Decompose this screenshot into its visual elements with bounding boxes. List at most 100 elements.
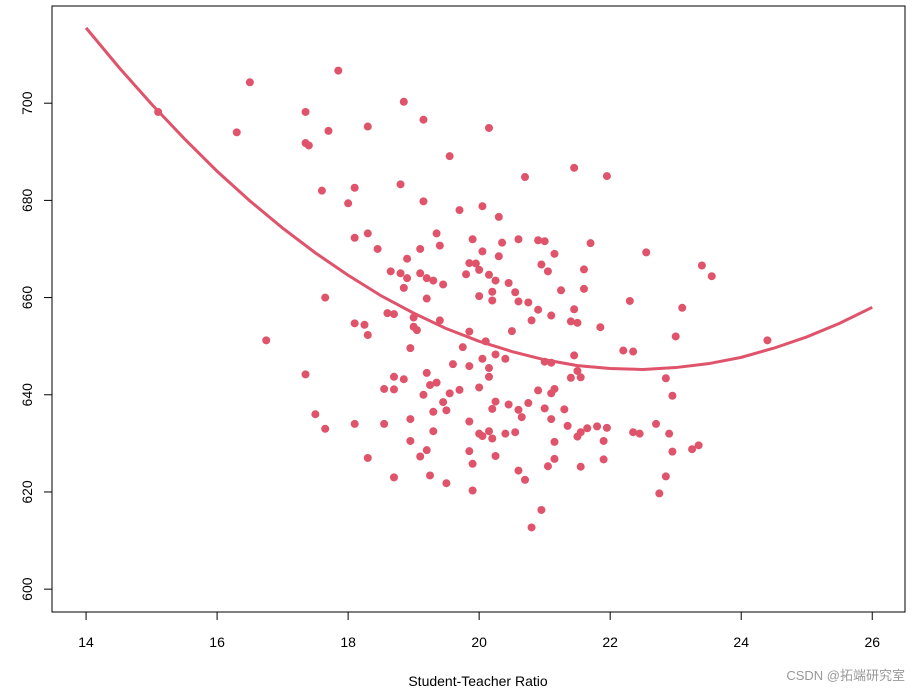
plot-frame: [51, 5, 906, 613]
data-point: [494, 212, 503, 221]
data-point: [396, 269, 405, 278]
data-point: [511, 428, 520, 437]
data-point: [422, 446, 431, 455]
data-point: [471, 259, 480, 268]
data-point: [321, 424, 330, 433]
data-point: [373, 244, 382, 253]
data-point: [448, 360, 457, 369]
data-point: [668, 391, 677, 400]
data-point: [652, 419, 661, 428]
data-point: [566, 373, 575, 382]
data-point: [488, 404, 497, 413]
data-point: [491, 350, 500, 359]
data-point: [478, 432, 487, 441]
y-tick-label: 660: [19, 286, 35, 310]
data-point: [380, 419, 389, 428]
data-point: [537, 505, 546, 514]
data-point: [484, 270, 493, 279]
data-point: [363, 122, 372, 131]
data-point: [488, 287, 497, 296]
data-point: [432, 229, 441, 238]
data-point: [484, 364, 493, 373]
data-point: [593, 422, 602, 431]
data-point: [262, 336, 271, 345]
data-point: [534, 386, 543, 395]
data-point: [534, 305, 543, 314]
data-point: [491, 276, 500, 285]
data-point: [507, 327, 516, 336]
data-point: [488, 434, 497, 443]
data-point: [655, 489, 664, 498]
data-point: [566, 317, 575, 326]
data-point: [550, 437, 559, 446]
data-point: [475, 383, 484, 392]
data-point: [629, 428, 638, 437]
data-point: [583, 424, 592, 433]
data-point: [579, 284, 588, 293]
data-point: [416, 244, 425, 253]
data-point: [484, 372, 493, 381]
data-point: [570, 163, 579, 172]
data-point: [665, 429, 674, 438]
data-point: [419, 390, 428, 399]
data-point: [484, 427, 493, 436]
data-point: [599, 436, 608, 445]
data-point: [439, 398, 448, 407]
data-point: [573, 318, 582, 327]
data-point: [403, 274, 412, 283]
data-point: [363, 229, 372, 238]
data-point: [301, 370, 310, 379]
x-tick-label: 20: [471, 634, 487, 650]
data-point: [563, 421, 572, 430]
data-point: [491, 397, 500, 406]
data-point: [311, 410, 320, 419]
data-point: [514, 297, 523, 306]
data-point: [465, 259, 474, 268]
data-point: [412, 326, 421, 335]
y-tick-label: 600: [19, 577, 35, 601]
y-tick-label: 620: [19, 480, 35, 504]
data-point: [363, 330, 372, 339]
data-point: [661, 374, 670, 383]
data-point: [527, 316, 536, 325]
data-point: [321, 293, 330, 302]
data-point: [484, 123, 493, 132]
data-point: [422, 294, 431, 303]
y-tick-label: 700: [19, 91, 35, 115]
x-tick-label: 18: [340, 634, 356, 650]
data-point: [389, 372, 398, 381]
data-point: [324, 126, 333, 135]
data-point: [406, 415, 415, 424]
data-point: [697, 261, 706, 270]
x-tick-label: 26: [864, 634, 880, 650]
data-point: [475, 265, 484, 274]
data-point: [468, 235, 477, 244]
data-point: [514, 466, 523, 475]
data-point: [537, 260, 546, 269]
data-point: [550, 454, 559, 463]
data-point: [573, 366, 582, 375]
data-point: [596, 323, 605, 332]
data-point: [576, 373, 585, 382]
data-point: [380, 384, 389, 393]
data-point: [406, 344, 415, 353]
data-point: [560, 405, 569, 414]
data-point: [360, 320, 369, 329]
data-point: [399, 283, 408, 292]
data-point: [540, 404, 549, 413]
data-point: [625, 296, 634, 305]
data-point: [416, 269, 425, 278]
data-point: [534, 236, 543, 245]
data-point: [671, 332, 680, 341]
data-point: [432, 378, 441, 387]
data-point: [504, 400, 513, 409]
data-point: [511, 288, 520, 297]
data-point: [419, 115, 428, 124]
data-point: [350, 233, 359, 242]
data-point: [399, 375, 408, 384]
data-point: [543, 267, 552, 276]
data-point: [478, 247, 487, 256]
data-point: [422, 368, 431, 377]
